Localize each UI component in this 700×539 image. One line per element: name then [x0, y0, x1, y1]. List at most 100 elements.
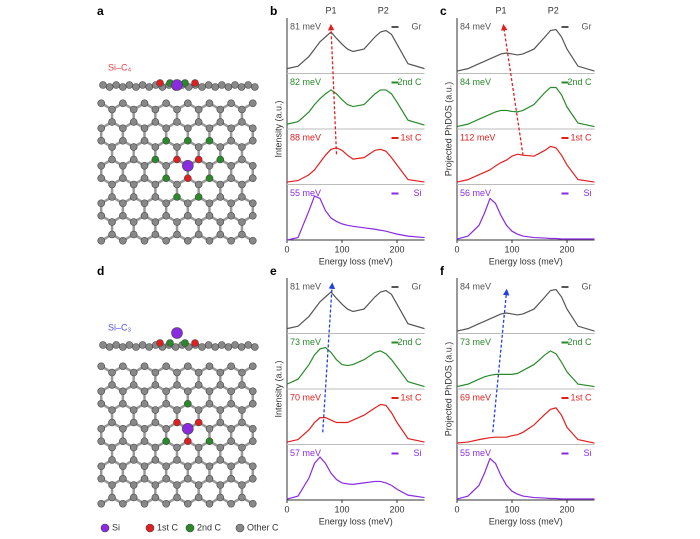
atom [173, 406, 181, 414]
atom [184, 474, 192, 483]
atom [119, 174, 127, 183]
legend-label: Si [583, 188, 591, 198]
atom [194, 418, 203, 427]
atom [216, 180, 225, 189]
atom [198, 83, 206, 91]
atom [205, 99, 214, 108]
atom [119, 424, 127, 433]
atom [138, 81, 147, 89]
atom [108, 105, 116, 114]
spectrum-line [286, 147, 425, 183]
atom [194, 105, 203, 114]
atom [129, 105, 138, 114]
peak-marker: P2 [548, 5, 559, 15]
atom [173, 456, 181, 464]
atom [194, 180, 203, 189]
atom [194, 155, 203, 164]
atom [129, 418, 138, 427]
atom [205, 236, 214, 245]
side-view [99, 327, 259, 351]
atom [129, 218, 138, 226]
peak-label: 73 meV [290, 337, 321, 347]
peak-label: 55 meV [460, 448, 491, 458]
atom [184, 199, 192, 208]
atom [151, 105, 160, 114]
atom [218, 81, 226, 89]
atom [251, 83, 259, 91]
atom [112, 341, 120, 349]
atom [119, 199, 127, 208]
atom [248, 362, 257, 371]
atom [108, 406, 116, 414]
atom [205, 462, 214, 471]
atom [205, 424, 214, 433]
peak-label: 57 meV [290, 448, 321, 458]
legend-marker [100, 523, 110, 533]
legend-label: 2nd C [397, 337, 422, 347]
atom [194, 381, 203, 389]
atom [227, 124, 235, 133]
atom [162, 161, 170, 170]
atom [216, 105, 225, 114]
atom [129, 368, 138, 377]
atom [205, 387, 214, 396]
legend-label: 2nd C [197, 522, 222, 532]
atom [108, 418, 116, 427]
atom [205, 136, 214, 145]
x-axis-label: Energy loss (meV) [489, 256, 563, 266]
atom [237, 343, 246, 351]
legend-label: Other C [247, 522, 279, 532]
panel-letter: a [97, 4, 104, 18]
atom [227, 474, 235, 483]
legend-label: Si [583, 448, 591, 458]
atom [218, 341, 226, 349]
atom [119, 437, 127, 446]
x-axis-label: Energy loss (meV) [319, 516, 393, 526]
atom [194, 143, 203, 151]
atom [227, 236, 235, 245]
atom [248, 499, 257, 508]
atom [227, 136, 235, 145]
lattice [97, 362, 257, 508]
atom [194, 218, 203, 226]
atom [162, 236, 170, 245]
atom [251, 343, 259, 351]
spectrum-line [456, 457, 595, 500]
spectrum-line [456, 407, 595, 444]
atom [248, 387, 257, 396]
atom [216, 406, 225, 414]
legend-label: Gr [582, 21, 592, 31]
spectrum-line [286, 403, 425, 443]
atom [173, 193, 181, 201]
atom [205, 174, 214, 183]
atom [205, 161, 214, 170]
atom [140, 236, 149, 245]
atom [129, 456, 138, 464]
atom [216, 481, 225, 489]
atom [97, 211, 106, 220]
atom [248, 199, 257, 208]
atom [205, 362, 214, 371]
peak-label: 70 meV [290, 392, 321, 402]
atom [151, 143, 160, 151]
atom [216, 368, 225, 377]
x-tick-label: 100 [334, 244, 349, 254]
side-view [99, 79, 259, 91]
atom [205, 437, 214, 446]
atom [140, 362, 149, 371]
atom [171, 79, 183, 91]
atom [211, 343, 219, 351]
atom [140, 136, 149, 145]
spectrum-line [456, 28, 595, 72]
atom [182, 422, 194, 435]
peak-label: 82 meV [290, 77, 321, 87]
atom [119, 83, 127, 91]
x-tick-label: 200 [559, 504, 574, 514]
atom [145, 83, 153, 91]
legend-marker [235, 523, 245, 533]
atom [238, 105, 246, 114]
atom [140, 161, 149, 170]
atom [238, 218, 246, 226]
trend-arrow [322, 282, 336, 433]
atom [119, 399, 127, 408]
